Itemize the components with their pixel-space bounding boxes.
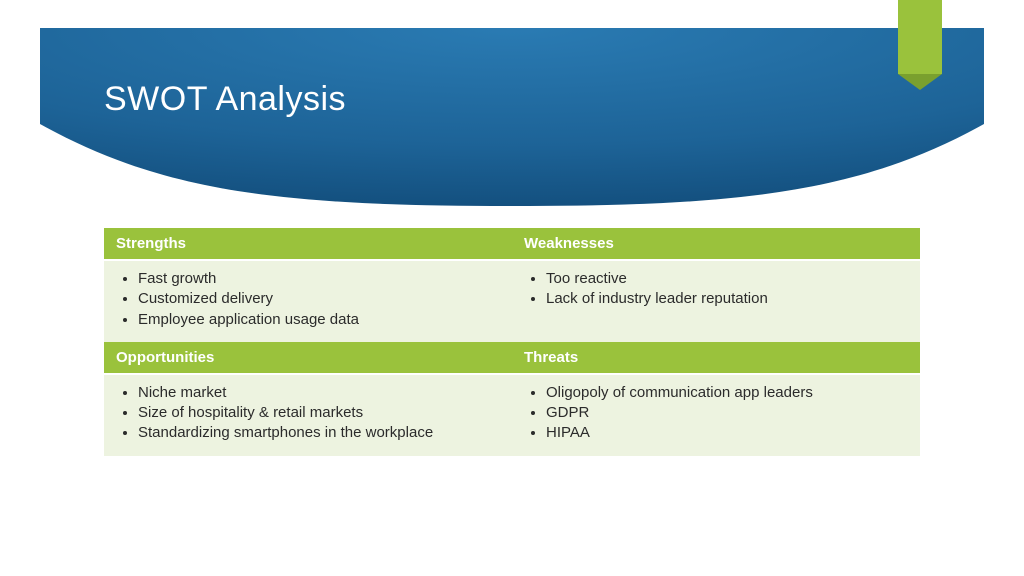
list-item: Standardizing smartphones in the workpla… <box>138 423 500 443</box>
accent-ribbon <box>898 0 942 90</box>
swot-header-row-1: Strengths Weaknesses <box>104 228 920 260</box>
swot-cell-threats: Oligopoly of communication app leadersGD… <box>512 374 920 456</box>
list-item: Too reactive <box>546 269 908 289</box>
header-banner: SWOT Analysis <box>40 28 984 178</box>
swot-body-row-1: Fast growthCustomized deliveryEmployee a… <box>104 260 920 342</box>
swot-cell-opportunities: Niche marketSize of hospitality & retail… <box>104 374 512 456</box>
list-item: Lack of industry leader reputation <box>546 289 908 309</box>
swot-header-strengths: Strengths <box>104 228 512 260</box>
swot-header-weaknesses: Weaknesses <box>512 228 920 260</box>
accent-ribbon-body <box>898 0 942 74</box>
list-item: Oligopoly of communication app leaders <box>546 383 908 403</box>
swot-cell-weaknesses: Too reactiveLack of industry leader repu… <box>512 260 920 342</box>
list-item: Fast growth <box>138 269 500 289</box>
list-item: GDPR <box>546 403 908 423</box>
swot-cell-strengths: Fast growthCustomized deliveryEmployee a… <box>104 260 512 342</box>
list-item: Employee application usage data <box>138 310 500 330</box>
swot-header-opportunities: Opportunities <box>104 342 512 374</box>
accent-ribbon-notch <box>898 74 942 90</box>
page-title: SWOT Analysis <box>104 80 346 119</box>
swot-header-threats: Threats <box>512 342 920 374</box>
list-item: Niche market <box>138 383 500 403</box>
swot-header-row-2: Opportunities Threats <box>104 342 920 374</box>
list-item: Customized delivery <box>138 289 500 309</box>
list-item: HIPAA <box>546 423 908 443</box>
list-item: Size of hospitality & retail markets <box>138 403 500 423</box>
swot-body-row-2: Niche marketSize of hospitality & retail… <box>104 374 920 456</box>
swot-table: Strengths Weaknesses Fast growthCustomiz… <box>104 228 920 456</box>
